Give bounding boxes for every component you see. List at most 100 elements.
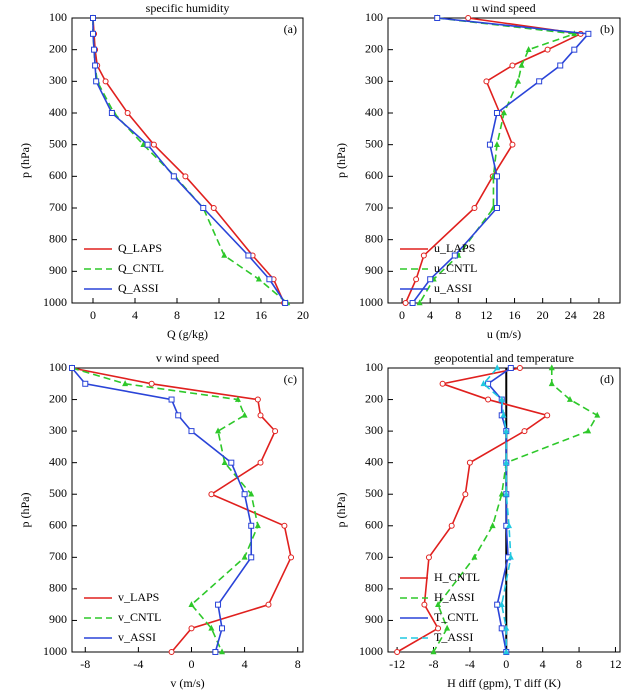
y-axis-label: p (hPa) [334, 493, 348, 528]
marker [439, 380, 446, 387]
x-axis-label: v (m/s) [170, 676, 204, 690]
marker [144, 141, 151, 148]
marker [485, 396, 492, 403]
marker [521, 428, 528, 435]
marker [257, 412, 264, 419]
y-tick-label: 700 [49, 549, 67, 563]
y-tick-label: 200 [49, 391, 67, 405]
marker [215, 427, 222, 434]
y-tick-label: 100 [49, 360, 67, 374]
y-tick-label: 600 [49, 168, 67, 182]
marker [168, 649, 175, 655]
marker [402, 300, 409, 306]
y-tick-label: 900 [365, 612, 383, 626]
y-tick-label: 500 [365, 486, 383, 500]
marker [448, 522, 455, 529]
marker [571, 30, 578, 37]
series-line [404, 17, 584, 304]
plot-frame [71, 17, 304, 304]
marker [245, 252, 252, 259]
y-tick-label: 800 [365, 231, 383, 245]
y-tick-label: 900 [365, 263, 383, 277]
marker [435, 625, 442, 632]
y-tick-label: 400 [365, 105, 383, 119]
marker [471, 205, 478, 211]
y-tick-label: 100 [365, 10, 383, 24]
x-tick-label: 16 [255, 308, 267, 322]
x-tick-label: 4 [540, 657, 546, 671]
marker [210, 205, 217, 211]
marker [585, 30, 592, 37]
y-tick-label: 100 [365, 360, 383, 374]
marker [536, 78, 543, 85]
marker [451, 252, 458, 259]
marker [483, 78, 490, 85]
marker [498, 625, 505, 632]
y-tick-label: 200 [365, 41, 383, 55]
marker [516, 365, 523, 371]
legend-label: v_LAPS [118, 590, 159, 604]
y-tick-label: 600 [365, 168, 383, 182]
y-tick-label: 200 [365, 391, 383, 405]
marker [175, 412, 182, 419]
marker [102, 78, 109, 85]
y-tick-label: 700 [49, 200, 67, 214]
marker [507, 553, 514, 560]
marker [200, 205, 207, 211]
legend-label: Q_CNTL [118, 261, 164, 275]
chart-title: v wind speed [156, 351, 219, 365]
marker [471, 553, 478, 560]
y-tick-label: 500 [49, 136, 67, 150]
legend-label: u_LAPS [434, 241, 475, 255]
x-tick-label: 4 [132, 308, 138, 322]
marker [425, 554, 432, 561]
marker [566, 395, 573, 402]
marker [465, 15, 472, 21]
y-tick-label: 600 [49, 518, 67, 532]
marker [462, 491, 469, 498]
marker [548, 364, 555, 371]
marker [466, 459, 473, 466]
marker [248, 554, 255, 561]
marker [108, 110, 115, 116]
marker [594, 411, 601, 418]
marker [435, 601, 442, 607]
y-tick-label: 800 [365, 581, 383, 595]
legend-label: u_CNTL [434, 261, 477, 275]
marker [272, 428, 279, 435]
marker [507, 365, 514, 371]
series-line [396, 367, 550, 653]
x-tick-label: -12 [389, 657, 405, 671]
x-tick-label: 8 [174, 308, 180, 322]
marker [288, 554, 295, 561]
x-tick-label: 20 [537, 308, 549, 322]
x-tick-label: 8 [455, 308, 461, 322]
x-tick-label: 12 [480, 308, 492, 322]
marker [494, 601, 501, 608]
marker [544, 412, 551, 419]
y-tick-label: 200 [49, 41, 67, 55]
marker [265, 601, 272, 608]
x-tick-label: -4 [133, 657, 143, 671]
marker [82, 380, 89, 387]
series-line [71, 367, 259, 653]
x-tick-label: 0 [503, 657, 509, 671]
marker [503, 427, 510, 434]
marker [421, 601, 428, 608]
marker [486, 141, 493, 148]
marker [493, 141, 500, 147]
marker [480, 380, 487, 387]
x-axis-label: H diff (gpm), T diff (K) [447, 676, 561, 690]
marker [221, 459, 228, 465]
y-tick-label: 400 [49, 454, 67, 468]
x-tick-label: 8 [576, 657, 582, 671]
marker [221, 251, 228, 258]
marker [503, 490, 510, 497]
y-axis-label: p (hPa) [18, 143, 32, 178]
x-tick-label: 28 [593, 308, 605, 322]
plot-frame [387, 17, 621, 304]
marker [427, 276, 434, 283]
marker [394, 649, 401, 655]
marker [493, 173, 500, 180]
